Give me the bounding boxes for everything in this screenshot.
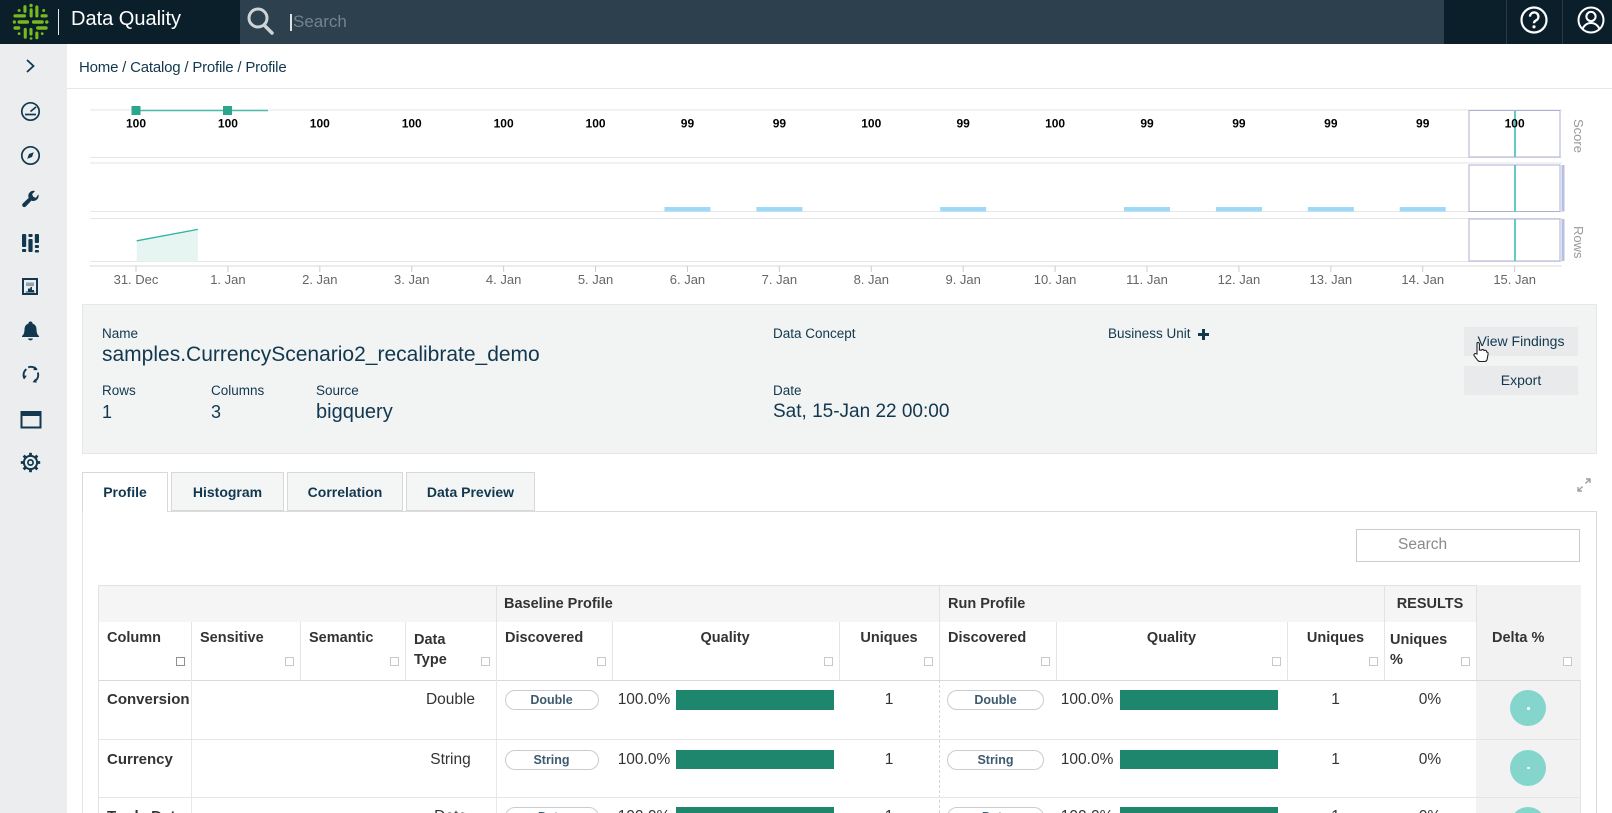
svg-text:100: 100 bbox=[126, 117, 146, 131]
svg-text:31. Dec: 31. Dec bbox=[114, 272, 159, 287]
svg-text:2. Jan: 2. Jan bbox=[302, 272, 337, 287]
svg-text:100: 100 bbox=[1045, 117, 1065, 131]
svg-text:100: 100 bbox=[218, 117, 238, 131]
svg-text:12. Jan: 12. Jan bbox=[1218, 272, 1261, 287]
svg-text:11. Jan: 11. Jan bbox=[1126, 272, 1168, 287]
svg-text:7. Jan: 7. Jan bbox=[762, 272, 797, 287]
svg-text:4. Jan: 4. Jan bbox=[486, 272, 521, 287]
svg-text:Score: Score bbox=[1571, 119, 1586, 153]
svg-text:99: 99 bbox=[681, 117, 695, 131]
svg-text:100: 100 bbox=[861, 117, 881, 131]
svg-text:100: 100 bbox=[494, 117, 514, 131]
svg-text:100: 100 bbox=[1505, 117, 1525, 131]
svg-text:13. Jan: 13. Jan bbox=[1310, 272, 1353, 287]
svg-text:99: 99 bbox=[1324, 117, 1338, 131]
svg-text:6. Jan: 6. Jan bbox=[670, 272, 705, 287]
svg-text:100: 100 bbox=[310, 117, 330, 131]
svg-text:9. Jan: 9. Jan bbox=[945, 272, 980, 287]
svg-text:8. Jan: 8. Jan bbox=[854, 272, 889, 287]
svg-text:99: 99 bbox=[773, 117, 787, 131]
svg-text:99: 99 bbox=[1232, 117, 1246, 131]
svg-text:Rows: Rows bbox=[1571, 226, 1586, 259]
svg-text:99: 99 bbox=[1140, 117, 1154, 131]
svg-text:99: 99 bbox=[1416, 117, 1430, 131]
svg-text:1. Jan: 1. Jan bbox=[210, 272, 245, 287]
svg-text:3. Jan: 3. Jan bbox=[394, 272, 429, 287]
svg-text:100: 100 bbox=[402, 117, 422, 131]
svg-text:5. Jan: 5. Jan bbox=[578, 272, 613, 287]
svg-text:99: 99 bbox=[957, 117, 971, 131]
svg-text:10. Jan: 10. Jan bbox=[1034, 272, 1077, 287]
svg-text:100: 100 bbox=[586, 117, 606, 131]
svg-text:14. Jan: 14. Jan bbox=[1401, 272, 1444, 287]
svg-text:15. Jan: 15. Jan bbox=[1493, 272, 1536, 287]
